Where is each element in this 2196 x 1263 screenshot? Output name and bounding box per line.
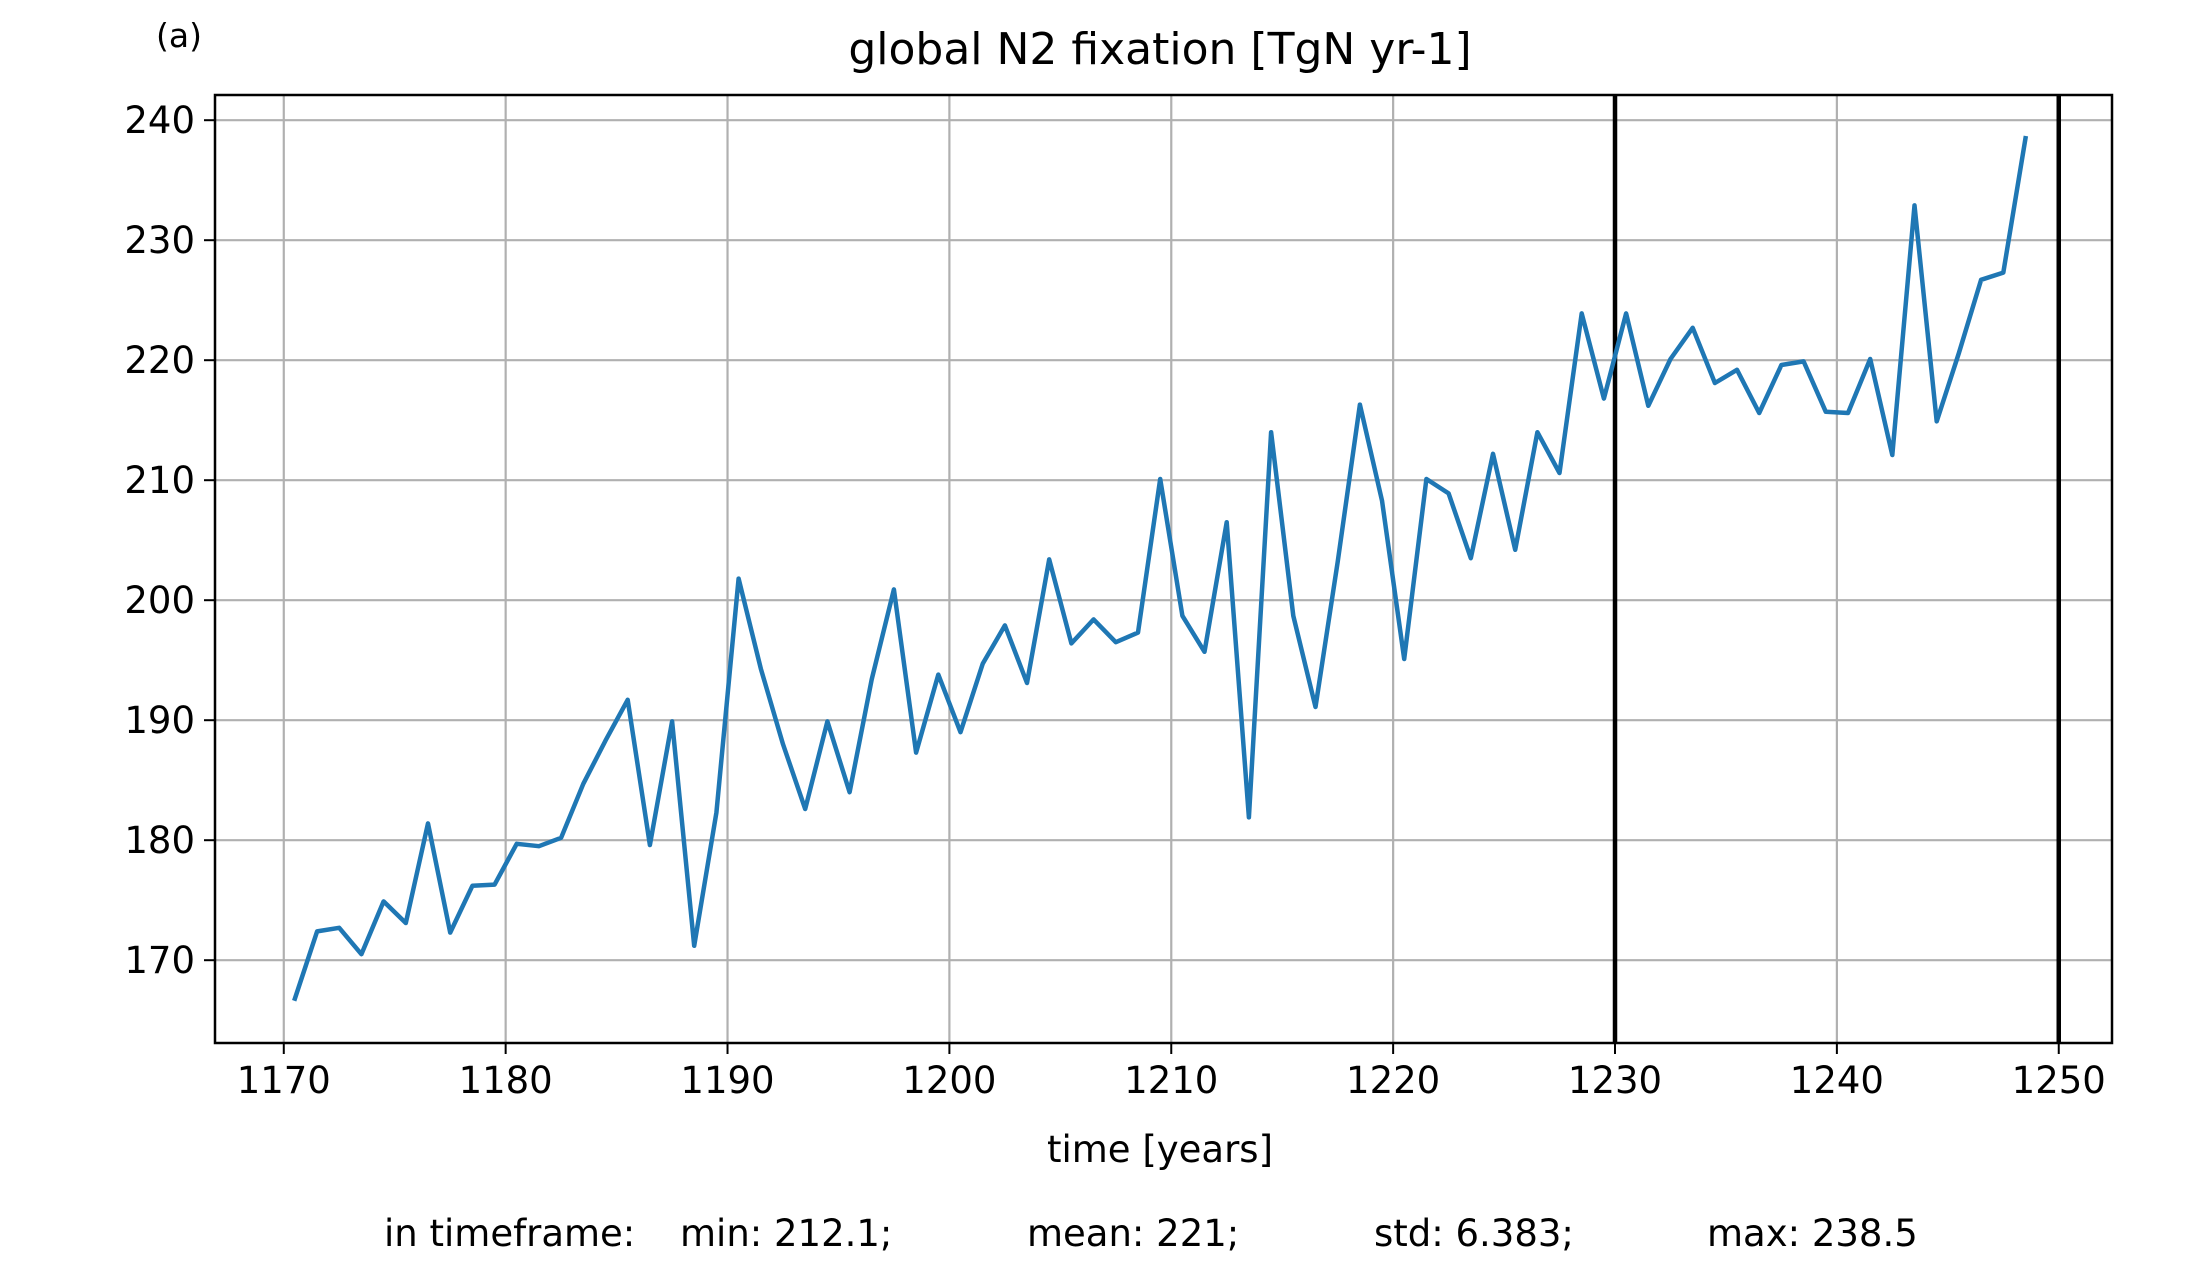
x-tick-label: 1250 [2012, 1059, 2106, 1102]
y-tick-label: 190 [124, 699, 195, 742]
y-tick-label: 230 [124, 219, 195, 262]
x-tick-label: 1210 [1124, 1059, 1218, 1102]
y-tick-label: 170 [124, 939, 195, 982]
reference-lines [1612, 95, 2062, 1043]
y-tick-label: 220 [124, 339, 195, 382]
plot-frame [213, 93, 2114, 1045]
chart-title: global N2 fixation [TgN yr-1] [848, 24, 1471, 75]
x-tick-label: 1180 [459, 1059, 553, 1102]
x-tick-label: 1230 [1568, 1059, 1662, 1102]
series-line [292, 135, 2029, 1002]
y-axis: 170 180 190 200 210 220 230 240 [124, 99, 215, 982]
y-tick-label: 210 [124, 459, 195, 502]
x-tick-label: 1170 [237, 1059, 331, 1102]
x-tick-label: 1200 [902, 1059, 996, 1102]
x-axis: 1170 1180 1190 1200 1210 1220 1230 1240 1250 [237, 1043, 2106, 1102]
y-tick-label: 200 [124, 579, 195, 622]
grid [215, 95, 2112, 1043]
x-tick-label: 1190 [680, 1059, 774, 1102]
stats-prefix: in timeframe: [384, 1212, 635, 1255]
stats-mean: mean: 221; [1027, 1212, 1239, 1255]
x-tick-label: 1220 [1346, 1059, 1440, 1102]
stats-min: min: 212.1; [680, 1212, 892, 1255]
x-tick-label: 1240 [1790, 1059, 1884, 1102]
series-group [292, 135, 2029, 1002]
x-axis-label: time [years] [1047, 1128, 1273, 1171]
y-tick-label: 180 [124, 819, 195, 862]
panel-label: (a) [156, 16, 202, 55]
y-tick-label: 240 [124, 99, 195, 142]
stats-max: max: 238.5 [1707, 1212, 1918, 1255]
stats-std: std: 6.383; [1374, 1212, 1574, 1255]
